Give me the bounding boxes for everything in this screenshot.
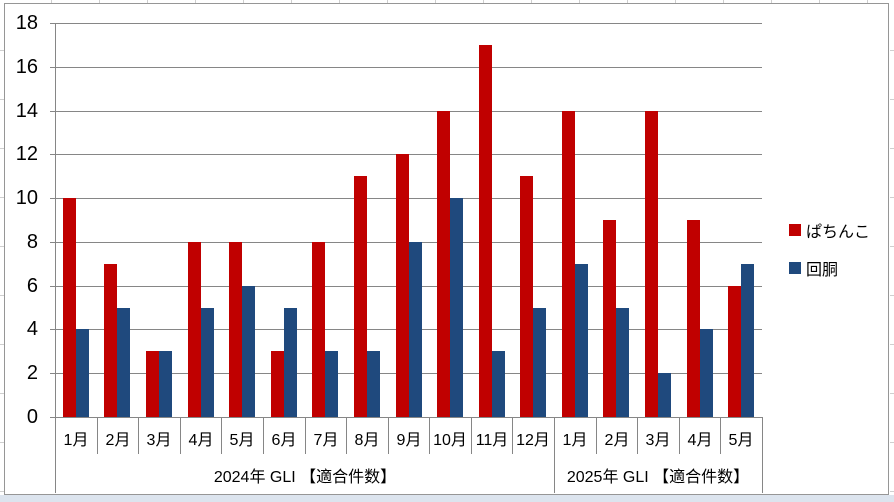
- y-axis-tick-label: 12: [15, 143, 38, 165]
- category-label: 7月: [313, 432, 339, 449]
- bar-pachinko-16: [728, 286, 741, 417]
- bar-pachinko-1: [104, 264, 117, 417]
- bar-kaidou-10: [492, 351, 505, 417]
- category-label: 9月: [396, 432, 422, 449]
- bar-pachinko-15: [687, 220, 700, 417]
- y-gridline: [50, 23, 762, 24]
- bar-kaidou-5: [284, 308, 297, 417]
- y-axis-tick-label: 8: [26, 231, 38, 253]
- legend-label-pachinko: ぱちんこ: [806, 224, 871, 241]
- y-gridline: [50, 111, 762, 112]
- category-label: 3月: [645, 432, 671, 449]
- y-axis-tick-label: 4: [26, 318, 38, 340]
- bar-pachinko-6: [312, 242, 325, 417]
- legend-label-kaidou: 回胴: [806, 262, 839, 279]
- category-tick: [679, 417, 680, 454]
- category-label: 1月: [562, 432, 588, 449]
- bar-kaidou-11: [533, 308, 546, 417]
- y-gridline: [50, 67, 762, 68]
- group-label-0: 2024年 GLI 【適合件数】: [213, 469, 397, 486]
- category-label: 4月: [687, 432, 713, 449]
- bar-kaidou-3: [201, 308, 214, 417]
- bar-kaidou-7: [367, 351, 380, 417]
- y-axis-line: [55, 23, 56, 493]
- category-label: 5月: [229, 432, 255, 449]
- category-tick: [97, 417, 98, 454]
- worksheet-gridline-stub-top: [4, 0, 889, 3]
- bar-kaidou-0: [76, 329, 89, 417]
- worksheet-row-strip: [0, 495, 894, 502]
- bar-pachinko-11: [520, 176, 533, 417]
- bar-pachinko-14: [645, 111, 658, 417]
- bar-pachinko-3: [188, 242, 201, 417]
- y-axis-tick-label: 14: [15, 100, 38, 122]
- category-label: 10月: [433, 432, 467, 449]
- group-separator: [762, 417, 763, 493]
- bar-kaidou-1: [117, 308, 130, 417]
- legend-item-pachinko: ぱちんこ: [789, 222, 870, 241]
- category-label: 3月: [146, 432, 172, 449]
- y-axis-tick-label: 18: [15, 12, 38, 34]
- category-label: 12月: [516, 432, 550, 449]
- bar-kaidou-14: [658, 373, 671, 417]
- bar-pachinko-12: [562, 111, 575, 417]
- bar-kaidou-15: [700, 329, 713, 417]
- category-label: 4月: [188, 432, 214, 449]
- category-tick: [720, 417, 721, 454]
- category-tick: [637, 417, 638, 454]
- category-tick: [388, 417, 389, 454]
- bar-kaidou-8: [409, 242, 422, 417]
- bar-kaidou-16: [741, 264, 754, 417]
- worksheet-gridline-stub-right: [890, 2, 894, 495]
- legend-swatch-pachinko: [789, 224, 801, 236]
- bar-kaidou-4: [242, 286, 255, 417]
- y-axis-tick-label: 6: [26, 275, 38, 297]
- category-label: 11月: [475, 432, 509, 449]
- legend: ぱちんこ 回胴: [789, 222, 870, 298]
- bar-pachinko-13: [603, 220, 616, 417]
- category-tick: [180, 417, 181, 454]
- bar-kaidou-9: [450, 198, 463, 417]
- bar-kaidou-2: [159, 351, 172, 417]
- category-tick: [138, 417, 139, 454]
- category-tick: [596, 417, 597, 454]
- bar-pachinko-0: [63, 198, 76, 417]
- group-separator: [554, 417, 555, 493]
- worksheet-gridline-stub-left: [0, 2, 4, 495]
- category-tick: [346, 417, 347, 454]
- category-label: 5月: [728, 432, 754, 449]
- y-axis-tick-label: 2: [26, 362, 38, 384]
- bar-kaidou-12: [575, 264, 588, 417]
- y-axis-tick-label: 0: [26, 406, 38, 428]
- bar-pachinko-8: [396, 154, 409, 417]
- category-label: 2月: [105, 432, 131, 449]
- category-tick: [263, 417, 264, 454]
- bar-kaidou-13: [616, 308, 629, 417]
- y-axis-tick-label: 10: [15, 187, 38, 209]
- bar-pachinko-2: [146, 351, 159, 417]
- bar-pachinko-9: [437, 111, 450, 417]
- x-axis-line: [50, 417, 762, 418]
- category-tick: [429, 417, 430, 454]
- group-separator: [55, 417, 56, 493]
- legend-swatch-kaidou: [789, 262, 801, 274]
- category-tick: [471, 417, 472, 454]
- y-axis-tick-label: 16: [15, 56, 38, 78]
- bar-pachinko-7: [354, 176, 367, 417]
- legend-item-kaidou: 回胴: [789, 260, 870, 279]
- category-tick: [512, 417, 513, 454]
- category-label: 1月: [63, 432, 89, 449]
- category-label: 8月: [354, 432, 380, 449]
- group-label-1: 2025年 GLI 【適合件数】: [566, 469, 750, 486]
- category-tick: [221, 417, 222, 454]
- category-tick: [305, 417, 306, 454]
- bar-kaidou-6: [325, 351, 338, 417]
- bar-pachinko-4: [229, 242, 242, 417]
- category-label: 6月: [271, 432, 297, 449]
- category-label: 2月: [604, 432, 630, 449]
- bar-pachinko-5: [271, 351, 284, 417]
- bar-pachinko-10: [479, 45, 492, 417]
